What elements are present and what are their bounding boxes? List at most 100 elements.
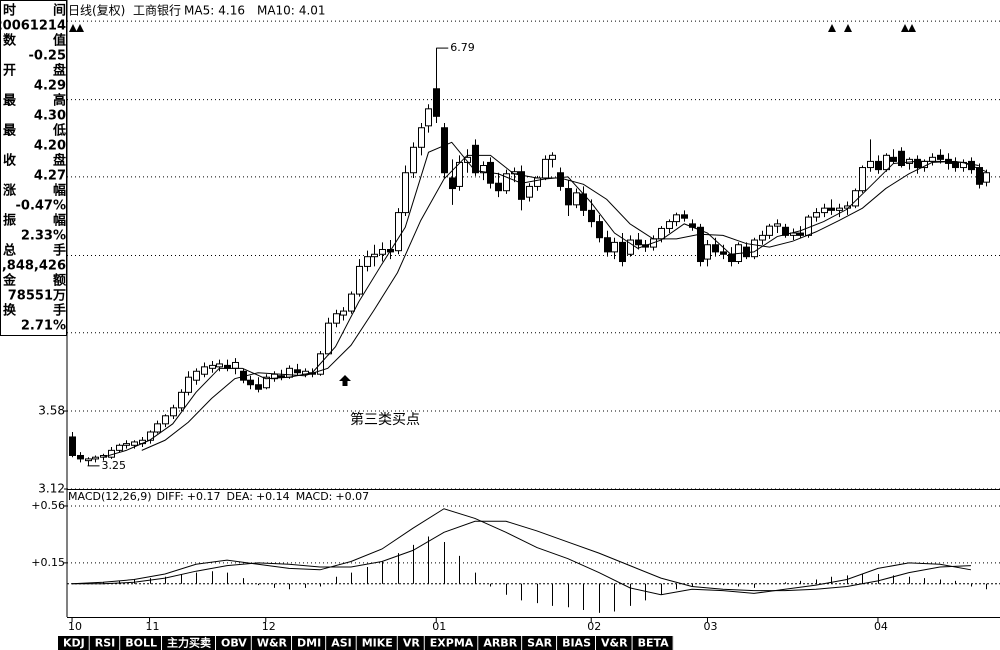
candle-body — [549, 154, 556, 160]
tab[interactable]: BETA — [632, 636, 674, 650]
y-tick-label: +0.15 — [31, 556, 65, 569]
candle-body — [201, 366, 208, 375]
candle-body — [185, 376, 192, 393]
tab[interactable]: KDJ — [58, 636, 90, 650]
tab[interactable]: SAR — [522, 636, 558, 650]
tab-label[interactable]: BIAS — [562, 637, 591, 650]
tab[interactable]: ARBR — [478, 636, 523, 650]
candle-body — [588, 209, 595, 223]
candle-body — [480, 164, 487, 174]
candle-body — [883, 154, 890, 171]
tab-label[interactable]: ASI — [331, 637, 352, 650]
candle-body — [697, 226, 704, 263]
tab[interactable]: 主力买卖 — [162, 636, 217, 650]
macd-legend-name: DEA: — [227, 490, 253, 503]
tab-label[interactable]: MIKE — [362, 637, 393, 650]
candle-body — [976, 167, 983, 185]
candle-body — [364, 256, 371, 267]
chart-title: 日线(复权) — [68, 4, 125, 18]
tab-background — [356, 636, 398, 650]
info-label: 手 — [53, 243, 66, 259]
tab-label[interactable]: VR — [403, 637, 421, 650]
candle-body — [162, 415, 169, 425]
tab-background — [397, 636, 425, 650]
candle-body — [294, 369, 301, 374]
tab-label[interactable]: ARBR — [483, 637, 517, 650]
tab-background — [424, 636, 479, 650]
tab-label[interactable]: EXPMA — [430, 637, 474, 650]
candle-body — [379, 248, 386, 255]
info-label: 振 — [3, 213, 16, 229]
tab[interactable]: MIKE — [356, 636, 398, 650]
candle-body — [875, 160, 882, 171]
tab-label[interactable]: BETA — [638, 637, 670, 650]
tab-background — [120, 636, 163, 650]
candle-body — [658, 227, 665, 240]
macd-legend-name: MACD: — [296, 490, 333, 503]
signal-marker — [69, 24, 77, 32]
info-label: 间 — [53, 3, 66, 19]
tab-background — [89, 636, 121, 650]
macd-line — [72, 520, 971, 592]
tab-label[interactable]: V&R — [601, 637, 628, 650]
info-value: 4.20 — [34, 139, 66, 154]
tab-label[interactable]: RSI — [95, 637, 116, 650]
tab-label[interactable]: SAR — [527, 637, 552, 650]
info-label: 最 — [3, 124, 17, 139]
tab-label[interactable]: OBV — [221, 637, 247, 650]
candle-body — [433, 88, 440, 117]
candle-body — [573, 192, 580, 206]
tab[interactable]: DMI — [292, 636, 327, 650]
x-tick-label: 01 — [432, 620, 446, 633]
macd-title: MACD(12,26,9) — [68, 490, 152, 503]
candle-body — [255, 384, 262, 390]
candle-body — [743, 246, 750, 258]
candle-body — [449, 177, 456, 190]
candle-body — [395, 212, 402, 252]
candle-body — [914, 158, 921, 169]
tab-background — [162, 636, 217, 650]
candle-body — [410, 146, 417, 174]
tab-label[interactable]: DMI — [297, 637, 321, 650]
tab-label[interactable]: W&R — [257, 637, 288, 650]
macd-legend-value: +0.17 — [187, 490, 221, 503]
candle-body — [867, 160, 874, 169]
candle-body — [836, 207, 843, 211]
macd-legend-name: DIFF: — [157, 490, 184, 503]
tab-background — [326, 636, 357, 650]
tab[interactable]: BIAS — [557, 636, 596, 650]
tab[interactable]: W&R — [251, 636, 293, 650]
candle-body — [673, 214, 680, 223]
tab[interactable]: BOLL — [120, 636, 163, 650]
tab[interactable]: ASI — [326, 636, 357, 650]
candle-body — [898, 150, 905, 166]
info-label: 盘 — [53, 63, 66, 79]
info-label: 换 — [3, 303, 17, 319]
candle-body — [333, 313, 340, 324]
candle-body — [92, 456, 99, 460]
tab-label[interactable]: BOLL — [125, 637, 157, 650]
tab-background — [596, 636, 633, 650]
tab[interactable]: RSI — [89, 636, 121, 650]
candle-body — [759, 234, 766, 241]
tab[interactable]: VR — [397, 636, 425, 650]
tab-background — [632, 636, 674, 650]
tab-label[interactable]: 主力买卖 — [167, 636, 211, 650]
info-value: 2.71% — [21, 319, 66, 334]
ma-line — [102, 141, 987, 458]
tab[interactable]: V&R — [596, 636, 633, 650]
tab[interactable]: EXPMA — [424, 636, 479, 650]
info-label: 收 — [3, 153, 17, 169]
candle-body — [565, 188, 572, 206]
candle-body — [116, 444, 123, 451]
tab-label[interactable]: KDJ — [63, 637, 85, 650]
candle-body — [263, 376, 270, 389]
x-tick-label: 11 — [146, 620, 160, 633]
info-value: 4.27 — [34, 169, 66, 184]
info-label: 金 — [2, 273, 17, 289]
signal-marker — [908, 24, 916, 32]
tab[interactable]: OBV — [216, 636, 252, 650]
candle-body — [596, 221, 603, 239]
candle-body — [340, 310, 347, 316]
candle-body — [456, 161, 463, 187]
